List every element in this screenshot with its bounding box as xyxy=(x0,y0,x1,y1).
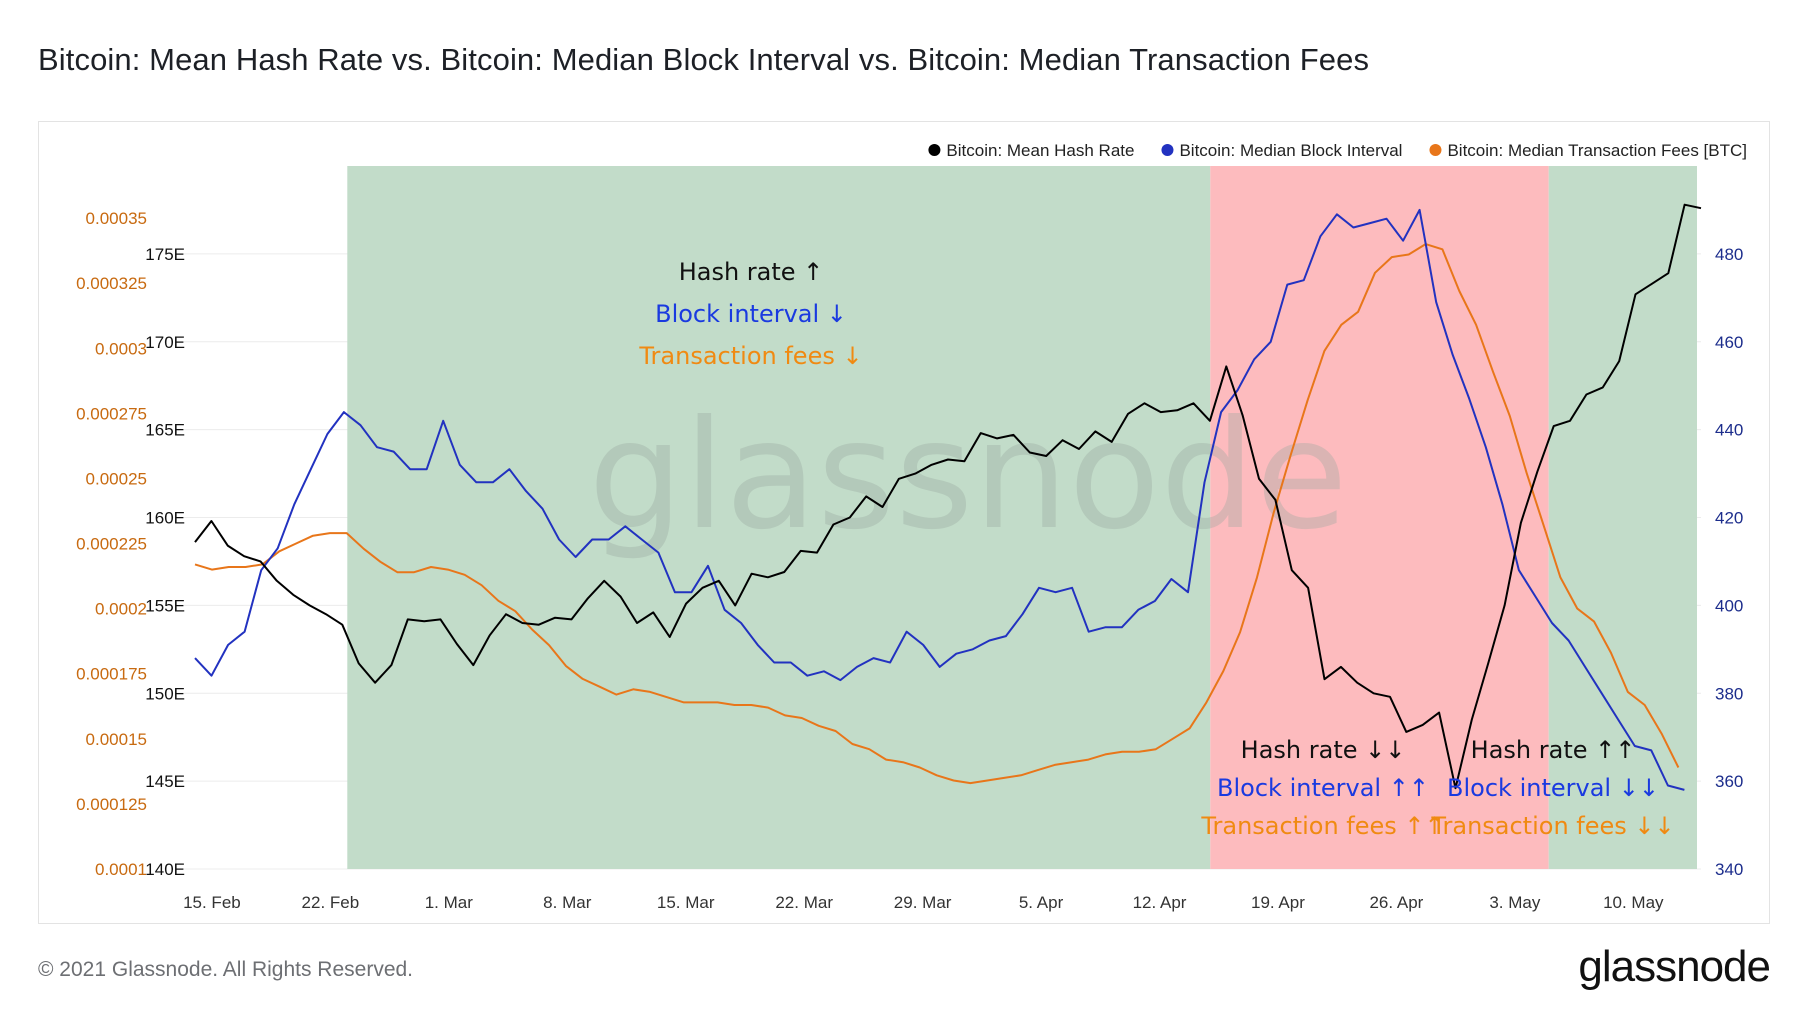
fees-tick-label: 0.000175 xyxy=(76,665,147,684)
legend-marker xyxy=(1161,144,1174,156)
x-tick-label: 29. Mar xyxy=(894,893,952,912)
fees-tick-label: 0.00025 xyxy=(86,469,147,488)
annotation-2-line-2: Block interval ↑↑ xyxy=(1217,774,1429,802)
x-tick-label: 22. Feb xyxy=(302,893,360,912)
fees-tick-label: 0.00015 xyxy=(86,730,147,749)
fees-tick-label: 0.000325 xyxy=(76,274,147,293)
annotation-1-line-1: Hash rate ↑ xyxy=(679,258,824,286)
x-tick-label: 22. Mar xyxy=(775,893,833,912)
block-interval-tick-label: 460 xyxy=(1715,333,1743,352)
copyright-text: © 2021 Glassnode. All Rights Reserved. xyxy=(38,958,414,981)
series-line-bitcoin-mean-hash-rate xyxy=(194,203,1702,790)
annotation-2-line-3: Transaction fees ↑↑ xyxy=(1200,812,1444,840)
fees-tick-label: 0.0001 xyxy=(95,860,147,879)
block-interval-tick-label: 400 xyxy=(1715,596,1743,615)
annotation-2-line-1: Hash rate ↓↓ xyxy=(1241,736,1406,764)
hashrate-tick-label: 175E xyxy=(145,245,185,264)
chart-frame: glassnode 140E 145E 150E 155E 160E 165E 170E 175… xyxy=(38,121,1770,924)
legend-marker xyxy=(1429,144,1442,156)
annotation-1-line-3: Transaction fees ↓ xyxy=(638,342,862,370)
block-interval-tick-label: 420 xyxy=(1715,509,1743,528)
block-interval-tick-label: 440 xyxy=(1715,421,1743,440)
hashrate-tick-label: 150E xyxy=(145,684,185,703)
x-tick-label: 5. Apr xyxy=(1019,893,1064,912)
fees-tick-label: 0.0003 xyxy=(95,339,147,358)
chart-canvas: glassnode 140E 145E 150E 155E 160E 165E 170E 175… xyxy=(76,141,1747,912)
x-tick-label: 19. Apr xyxy=(1251,893,1305,912)
hashrate-tick-label: 140E xyxy=(145,860,185,879)
shaded-region-0 xyxy=(347,166,1211,869)
shaded-region-2 xyxy=(1548,166,1697,869)
fees-tick-label: 0.000275 xyxy=(76,404,147,423)
shaded-region-1 xyxy=(1210,166,1549,869)
x-tick-label: 15. Mar xyxy=(657,893,715,912)
legend-label: Bitcoin: Median Block Interval xyxy=(1179,141,1402,160)
hashrate-tick-label: 155E xyxy=(145,596,185,615)
block-interval-tick-label: 380 xyxy=(1715,684,1743,703)
x-tick-label: 8. Mar xyxy=(543,893,592,912)
watermark-text: glassnode xyxy=(588,389,1347,563)
hashrate-tick-label: 170E xyxy=(145,333,185,352)
fees-tick-label: 0.00035 xyxy=(86,209,147,228)
x-tick-label: 1. Mar xyxy=(425,893,474,912)
glassnode-logo: glassnode xyxy=(1578,942,1771,991)
fees-tick-label: 0.000225 xyxy=(76,535,147,554)
annotation-3-line-2: Block interval ↓↓ xyxy=(1447,774,1659,802)
x-tick-label: 26. Apr xyxy=(1369,893,1423,912)
x-tick-label: 15. Feb xyxy=(183,893,241,912)
x-tick-label: 10. May xyxy=(1603,893,1664,912)
block-interval-tick-label: 480 xyxy=(1715,245,1743,264)
chart-title: Bitcoin: Mean Hash Rate vs. Bitcoin: Med… xyxy=(38,42,1370,77)
hashrate-tick-label: 165E xyxy=(145,421,185,440)
x-tick-label: 12. Apr xyxy=(1133,893,1187,912)
legend-label: Bitcoin: Median Transaction Fees [BTC] xyxy=(1447,141,1747,160)
fees-tick-label: 0.0002 xyxy=(95,600,147,619)
annotation-1-line-2: Block interval ↓ xyxy=(655,300,847,328)
x-tick-label: 3. May xyxy=(1489,893,1541,912)
series-line-bitcoin-median-transaction-fees-btc xyxy=(194,243,1680,785)
hashrate-tick-label: 145E xyxy=(145,772,185,791)
annotation-3-line-3: Transaction fees ↓↓ xyxy=(1430,812,1674,840)
block-interval-tick-label: 360 xyxy=(1715,772,1743,791)
legend-label: Bitcoin: Mean Hash Rate xyxy=(946,141,1134,160)
block-interval-tick-label: 340 xyxy=(1715,860,1743,879)
legend-marker xyxy=(928,144,941,156)
series-line-bitcoin-median-block-interval xyxy=(194,208,1685,791)
annotation-3-line-1: Hash rate ↑↑ xyxy=(1471,736,1636,764)
hashrate-tick-label: 160E xyxy=(145,509,185,528)
fees-tick-label: 0.000125 xyxy=(76,795,147,814)
